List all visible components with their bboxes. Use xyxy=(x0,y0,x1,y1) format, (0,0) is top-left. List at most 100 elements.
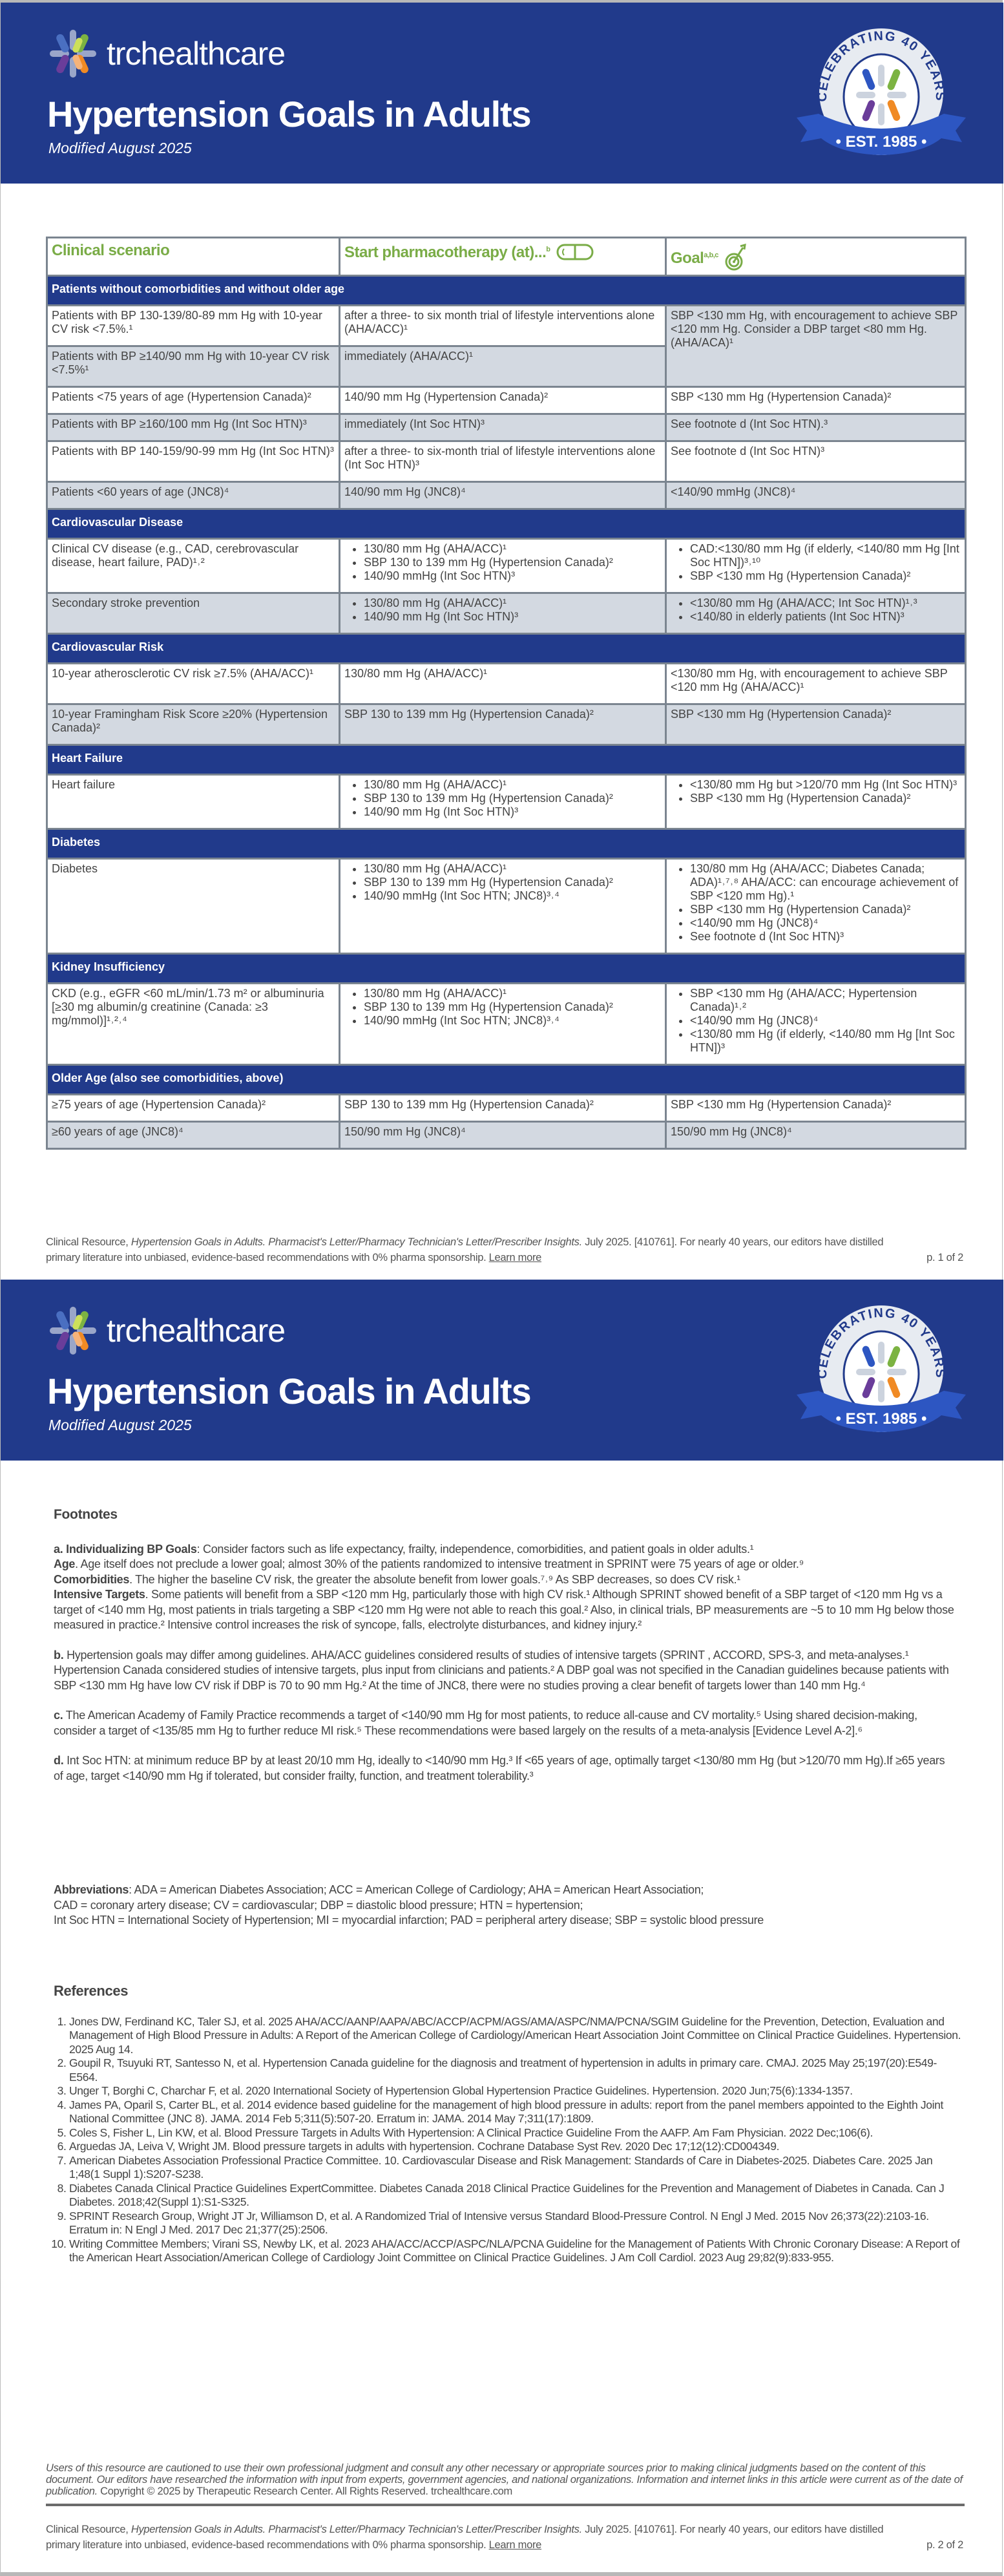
list-item: <140/80 in elderly patients (Int Soc HTN… xyxy=(690,610,961,624)
goal-cell: <130/80 mm Hg, with encouragement to ach… xyxy=(665,662,967,705)
start-cell: 140/90 mm Hg (JNC8)⁴ xyxy=(339,481,667,510)
goal-list: 130/80 mm Hg (AHA/ACC; Diabetes Canada; … xyxy=(671,862,961,944)
page-title: Hypertension Goals in Adults xyxy=(47,94,532,134)
learn-more-link[interactable]: Learn more xyxy=(488,1252,542,1263)
hypertension-goals-table: Clinical scenario Start pharmacotherapy … xyxy=(46,237,967,1150)
modified-date: Modified August 2025 xyxy=(48,1417,192,1433)
footnote-text: Hypertension goals may differ among guid… xyxy=(54,1648,949,1692)
section-title: Cardiovascular Risk xyxy=(46,633,967,664)
disclaimer: Users of this resource are cautioned to … xyxy=(46,2462,963,2497)
list-item: SBP <130 mm Hg (Hypertension Canada)² xyxy=(690,903,961,916)
goal-cell: SBP <130 mm Hg (AHA/ACC; Hypertension Ca… xyxy=(665,982,967,1066)
section-row: Heart Failure xyxy=(46,744,967,776)
footnote-label: Intensive Targets xyxy=(54,1588,145,1601)
anniversary-badge: CELEBRATING 40 YEARS • EST. 1985 • xyxy=(797,28,966,155)
footnote-label: d. xyxy=(54,1754,64,1767)
section-row: Kidney Insufficiency xyxy=(46,953,967,984)
table-row: Patients with BP ≥140/90 mm Hg with 10-y… xyxy=(46,345,966,388)
list-item: CAD:<130/80 mm Hg (if elderly, <140/80 m… xyxy=(690,542,961,569)
footnote-label: b. xyxy=(54,1648,64,1662)
table-row: ≥60 years of age (JNC8)⁴ 150/90 mm Hg (JN… xyxy=(46,1121,967,1150)
table-row: Secondary stroke prevention130/80 mm Hg … xyxy=(46,592,967,635)
learn-more-link[interactable]: Learn more xyxy=(488,2539,542,2551)
list-item: 130/80 mm Hg (AHA/ACC)¹ xyxy=(364,542,661,556)
list-item: 130/80 mm Hg (AHA/ACC)¹ xyxy=(364,596,661,610)
scenario-cell: Clinical CV disease (e.g., CAD, cerebrov… xyxy=(46,538,340,594)
table-header-row: Clinical scenario Start pharmacotherapy … xyxy=(46,237,967,277)
brand-logo: trchealthcare xyxy=(48,1305,286,1356)
table-row: Patients with BP 140-159/90-99 mm Hg (In… xyxy=(46,440,967,483)
goal-cell: <130/80 mm Hg but >120/70 mm Hg (Int Soc… xyxy=(665,774,967,830)
column-header-goal: Goala,b,c xyxy=(665,237,967,277)
scenario-cell: 10-year Framingham Risk Score ≥20% (Hype… xyxy=(46,703,340,746)
pill-icon xyxy=(556,244,594,260)
goal-list: <130/80 mm Hg but >120/70 mm Hg (Int Soc… xyxy=(671,778,961,805)
reference-item: Jones DW, Ferdinand KC, Taler SJ, et al.… xyxy=(69,2015,961,2057)
list-item: 140/90 mm Hg (Int Soc HTN)³ xyxy=(364,805,661,819)
list-item: 140/90 mmHg (Int Soc HTN; JNC8)³˒⁴ xyxy=(364,889,661,903)
list-item: SBP 130 to 139 mm Hg (Hypertension Canad… xyxy=(364,792,661,805)
abbreviations-line: Int Soc HTN = International Society of H… xyxy=(54,1914,764,1927)
list-item: SBP <130 mm Hg (Hypertension Canada)² xyxy=(690,569,961,583)
footer-text: July 2025. [410761]. For nearly 40 years… xyxy=(46,2524,884,2551)
goal-list: CAD:<130/80 mm Hg (if elderly, <140/80 m… xyxy=(671,542,961,583)
logo-icon xyxy=(50,30,96,78)
list-item: 130/80 mm Hg (AHA/ACC; Diabetes Canada; … xyxy=(690,862,961,903)
anniversary-badge: CELEBRATING 40 YEARS • EST. 1985 • xyxy=(797,1305,966,1432)
abbreviations: Abbreviations: ADA = American Diabetes A… xyxy=(54,1883,955,1928)
references-list: Jones DW, Ferdinand KC, Taler SJ, et al.… xyxy=(54,2015,961,2265)
goal-cell: SBP <130 mm Hg (Hypertension Canada)² xyxy=(665,386,967,415)
scenario-cell: Patients with BP 130-139/80-89 mm Hg wit… xyxy=(46,304,340,347)
reference-item: SPRINT Research Group, Wright JT Jr, Wil… xyxy=(69,2210,961,2237)
footer-publication: Hypertension Goals in Adults. Pharmacist… xyxy=(131,2524,582,2535)
section-row: Diabetes xyxy=(46,828,967,860)
start-list: 130/80 mm Hg (AHA/ACC)¹140/90 mm Hg (Int… xyxy=(344,596,661,624)
logo-icon xyxy=(50,1307,96,1355)
start-cell: immediately (AHA/ACC)¹ xyxy=(339,345,667,388)
start-cell: SBP 130 to 139 mm Hg (Hypertension Canad… xyxy=(339,1093,667,1123)
footer-text: Clinical Resource, xyxy=(46,1236,131,1248)
copyright-text: Copyright © 2025 by Therapeutic Research… xyxy=(97,2486,512,2497)
footnote: d. Int Soc HTN: at minimum reduce BP by … xyxy=(54,1753,955,1784)
goal-cell: CAD:<130/80 mm Hg (if elderly, <140/80 m… xyxy=(665,538,967,594)
list-item: 140/90 mmHg (Int Soc HTN; JNC8)³˒⁴ xyxy=(364,1014,661,1028)
abbreviations-line: CAD = coronary artery disease; CV = card… xyxy=(54,1898,583,1912)
list-item: 130/80 mm Hg (AHA/ACC)¹ xyxy=(364,778,661,792)
page-header: trchealthcare Hypertension Goals in Adul… xyxy=(1,1280,1003,1461)
page-2: trchealthcare Hypertension Goals in Adul… xyxy=(0,1278,1003,2576)
scenario-cell: CKD (e.g., eGFR <60 mL/min/1.73 m² or al… xyxy=(46,982,340,1066)
page-footer: Clinical Resource, Hypertension Goals in… xyxy=(46,2522,963,2553)
list-item: 140/90 mmHg (Int Soc HTN)³ xyxy=(364,569,661,583)
scenario-cell: Patients <75 years of age (Hypertension … xyxy=(46,386,340,415)
scenario-cell: Patients with BP 140-159/90-99 mm Hg (In… xyxy=(46,440,340,483)
reference-item: Unger T, Borghi C, Charchar F, et al. 20… xyxy=(69,2084,961,2098)
footnote-label: a. Individualizing BP Goals xyxy=(54,1542,197,1556)
target-icon xyxy=(725,244,746,271)
footnote-label: Comorbidities xyxy=(54,1572,130,1586)
footer-text: July 2025. [410761]. For nearly 40 years… xyxy=(46,1236,884,1263)
reference-item: James PA, Oparil S, Carter BL, et al. 20… xyxy=(69,2098,961,2126)
section-title: Patients without comorbidities and witho… xyxy=(46,275,967,306)
scenario-cell: Patients with BP ≥140/90 mm Hg with 10-y… xyxy=(46,345,340,388)
goal-cell: <140/90 mmHg (JNC8)⁴ xyxy=(665,481,967,510)
list-item: <130/80 mm Hg (if elderly, <140/80 mm Hg… xyxy=(690,1028,961,1055)
goal-cell: SBP <130 mm Hg (Hypertension Canada)² xyxy=(665,1093,967,1123)
reference-item: Diabetes Canada Clinical Practice Guidel… xyxy=(69,2182,961,2210)
footnote: b. Hypertension goals may differ among g… xyxy=(54,1648,955,1694)
disclaimer-text: Users of this resource are cautioned to … xyxy=(46,2462,963,2497)
column-header-start-pharmacotherapy: Start pharmacotherapy (at)...b xyxy=(339,237,667,277)
scenario-cell: Heart failure xyxy=(46,774,340,830)
table-row: Patients <75 years of age (Hypertension … xyxy=(46,386,967,415)
start-cell: 140/90 mm Hg (Hypertension Canada)² xyxy=(339,386,667,415)
list-item: 140/90 mm Hg (Int Soc HTN)³ xyxy=(364,610,661,624)
page-footer: Clinical Resource, Hypertension Goals in… xyxy=(46,1234,963,1265)
table-row: Patients with BP ≥160/100 mm Hg (Int Soc… xyxy=(46,413,967,442)
goal-cell: SBP <130 mm Hg, with encouragement to ac… xyxy=(665,304,967,388)
scenario-cell: Secondary stroke prevention xyxy=(46,592,340,635)
